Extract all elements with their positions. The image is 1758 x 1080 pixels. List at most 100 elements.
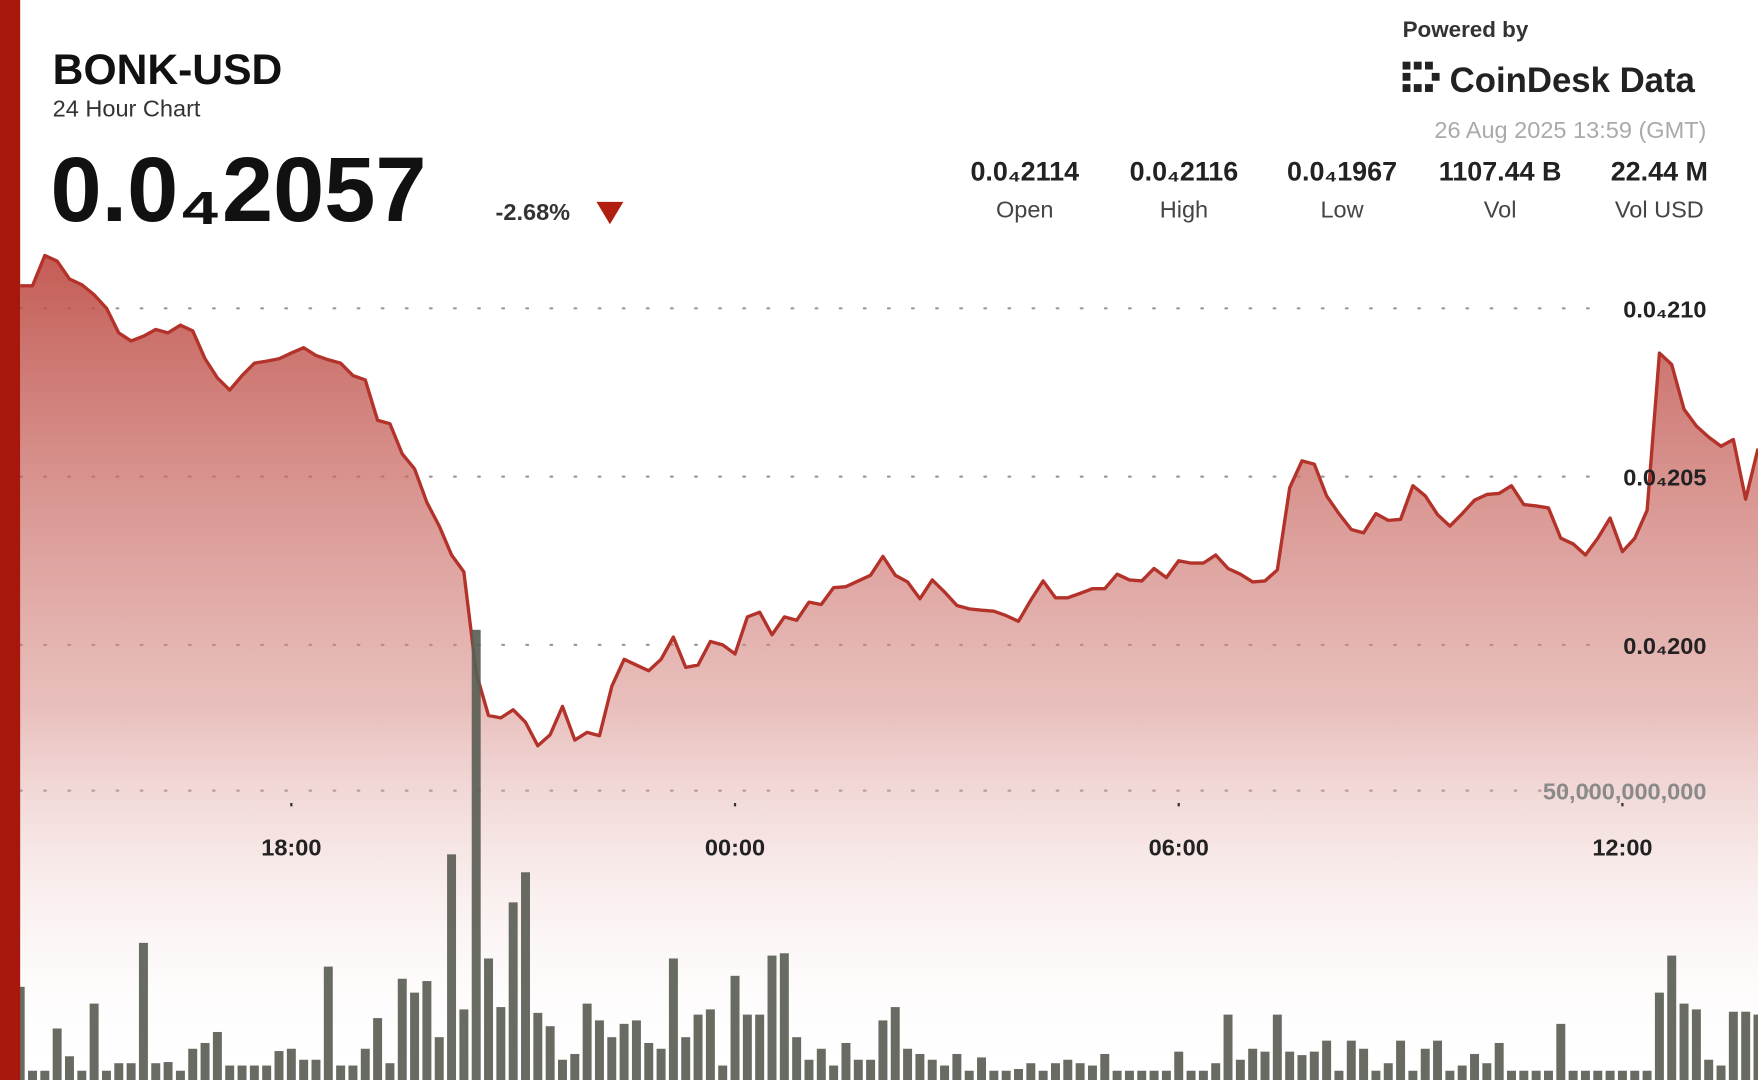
volume-bar [163,1062,173,1080]
volume-bar [397,978,407,1080]
volume-bar [1445,1070,1455,1080]
volume-bar [989,1070,999,1080]
volume-bar [1346,1040,1356,1080]
volume-bar [1519,1070,1529,1080]
volume-bar [89,1003,99,1080]
volume-bar [360,1048,370,1080]
price-change: -2.68% [496,199,571,225]
volume-bar [1001,1070,1011,1080]
volume-bar [767,955,777,1080]
volume-bar [1420,1048,1430,1080]
volume-bar [829,1065,839,1080]
plot-area: 0.0₄200 0.0₄205 0.0₄210 50,000,000,000 18:00… [15,253,1758,1080]
volume-bar [730,975,740,1080]
volume-bar [1235,1059,1245,1080]
volume-bar [175,1070,185,1080]
volume-bar [619,1023,629,1080]
volume-bar [286,1048,296,1080]
volume-bar [1679,1003,1689,1080]
x-tick-label: 12:00 [1592,835,1652,861]
volume-bar [1026,1063,1036,1080]
volume-bar [644,1042,654,1080]
volume-bar [521,872,530,1080]
volume-bar [1433,1040,1443,1080]
volume-bar [422,981,432,1080]
volume-bar [1223,1014,1233,1080]
volume-bar [1507,1070,1516,1080]
volume-bar [1149,1070,1159,1080]
volume-bar [410,992,420,1080]
volume-bar [755,1014,765,1080]
stat-label: Open [996,197,1054,223]
volume-bar [1075,1063,1085,1080]
volume-bar [693,1014,703,1080]
volume-bar [533,1012,543,1080]
volume-bar [1568,1070,1578,1080]
stat-value: 0.0₄2114 [970,157,1079,187]
brand-name: CoinDesk Data [1450,62,1696,100]
powered-by: Powered by [1403,17,1529,42]
volume-bar [1285,1051,1295,1080]
current-price: 0.0₄2057 [50,139,426,241]
stats: 0.0₄2114 Open 0.0₄2116 High 0.0₄1967 Low 1107.… [970,157,1707,223]
volume-bar [1137,1070,1147,1080]
volume-bar [890,1007,900,1080]
stat-value: 22.44 M [1611,157,1708,187]
volume-bar [188,1048,198,1080]
volume-bar [1716,1065,1726,1080]
volume-bar [1494,1042,1504,1080]
volume-bar [1396,1040,1406,1080]
volume-bar [1063,1059,1073,1080]
chart-title: BONK-USD [53,46,283,94]
volume-bar [1630,1070,1640,1080]
volume-bar [484,958,494,1080]
volume-bar [138,942,148,1080]
volume-bar [471,629,481,1080]
stat-label: High [1160,197,1208,223]
volume-bar [915,1053,925,1080]
volume-bar [1038,1070,1048,1080]
volume-bar [977,1057,987,1080]
volume-bar [779,953,789,1080]
volume-bar [1580,1070,1590,1080]
volume-bar [1087,1065,1097,1080]
volume-bar [816,1048,826,1080]
volume-bar [1248,1048,1258,1080]
volume-bar [237,1065,247,1080]
volume-bar [878,1020,888,1080]
volume-bar [1408,1070,1418,1080]
volume-bar [681,1037,691,1080]
volume-bar [656,1048,666,1080]
volume-bar [903,1048,913,1080]
price-line [20,253,1758,748]
volume-bar [841,1042,851,1080]
price-area [20,255,1758,1080]
volume-bar [434,1037,444,1080]
down-arrow [596,201,624,225]
volume-bar [1556,1023,1566,1080]
volume-bar [1014,1069,1023,1080]
stat-label: Low [1320,197,1364,223]
y2-tick-label: 50,000,000,000 [1543,779,1707,805]
volume-bar [225,1065,235,1080]
volume-bar [1198,1070,1208,1080]
x-tick-label: 18:00 [261,835,321,861]
volume-bar [582,1003,592,1080]
stat-value: 1107.44 B [1439,157,1562,187]
volume-bar [1309,1051,1319,1080]
volume-bar [262,1065,272,1080]
volume-bar [1260,1051,1270,1080]
volume-bar [792,1037,802,1080]
chart-subtitle: 24 Hour Chart [53,96,201,122]
volume-bar [496,1007,506,1080]
volume-bar [1161,1070,1171,1080]
volume-bar [594,1020,604,1080]
volume-bar [1593,1070,1603,1080]
volume-bar [1654,992,1664,1080]
volume-bar [1642,1070,1652,1080]
volume-bar [557,1059,567,1080]
volume-bar [1531,1070,1541,1080]
volume-bar [101,1070,111,1080]
volume-bar [1186,1070,1196,1080]
